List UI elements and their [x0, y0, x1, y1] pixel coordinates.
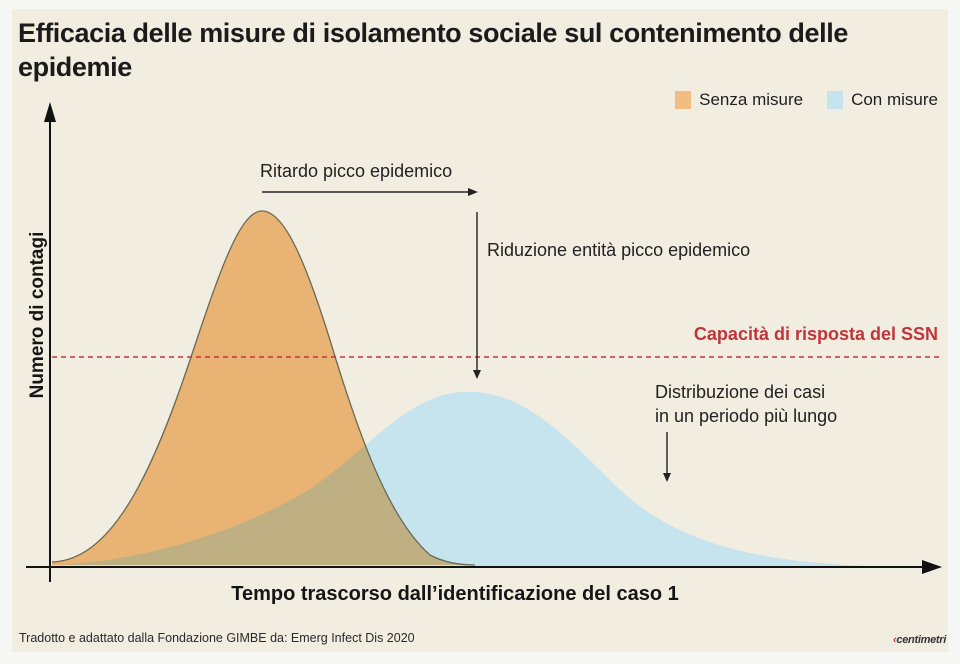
legend-item-with-measures: Con misure: [827, 90, 938, 110]
annotation-distribution-line2: in un periodo più lungo: [655, 406, 838, 426]
curve-outline-no-measures: [51, 210, 476, 566]
delay-arrow-head-icon: [468, 188, 478, 196]
legend-swatch-blue: [827, 91, 844, 109]
reduction-arrow-head-icon: [473, 370, 481, 379]
brand-text: centimetri: [896, 634, 946, 646]
y-axis-label: Numero di contagi: [27, 231, 48, 399]
chart-title: Efficacia delle misure di isolamento soc…: [18, 18, 848, 82]
legend-item-no-measures: Senza misure: [675, 90, 803, 110]
brand-logo: ‹centimetri: [893, 634, 946, 646]
x-axis-arrow-icon: [922, 560, 942, 574]
annotation-reduction: Riduzione entità picco epidemico: [487, 240, 751, 260]
source-note: Tradotto e adattato dalla Fondazione GIM…: [19, 631, 415, 645]
x-axis-label: Tempo trascorso dall’identificazione del…: [231, 583, 679, 605]
legend-label: Con misure: [851, 90, 938, 109]
legend-swatch-orange: [675, 91, 692, 109]
legend: Senza misure Con misure: [659, 90, 938, 110]
annotation-capacity: Capacità di risposta del SSN: [693, 324, 938, 344]
annotation-distribution-line1: Distribuzione dei casi: [655, 382, 826, 402]
legend-label: Senza misure: [699, 90, 804, 109]
annotation-delay: Ritardo picco epidemico: [260, 161, 453, 181]
y-axis-arrow-icon: [44, 102, 56, 122]
distribution-arrow-head-icon: [663, 473, 671, 482]
